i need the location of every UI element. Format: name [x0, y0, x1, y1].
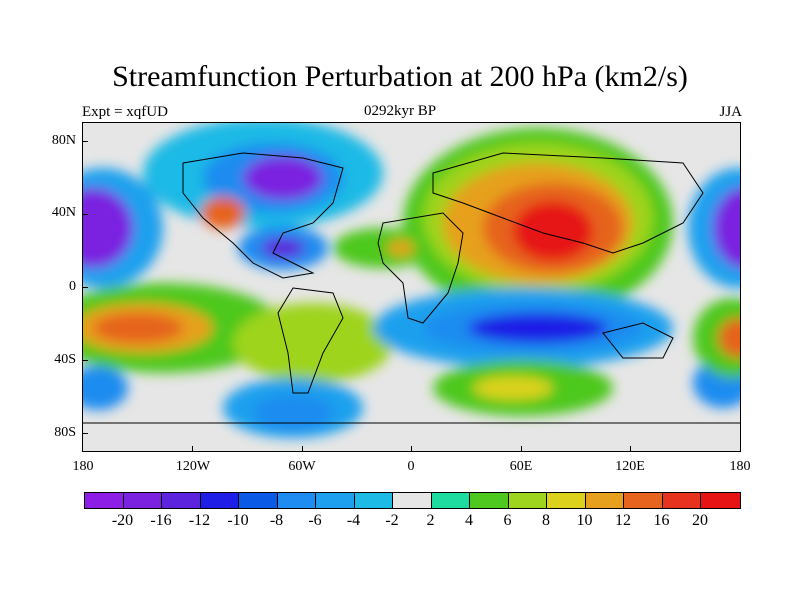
pacific-negative-core: [83, 188, 133, 268]
x-tick: [302, 446, 303, 452]
south-pacific-positive-16: [93, 313, 183, 343]
colorbar-swatch: [316, 493, 355, 508]
colorbar-label: -2: [385, 512, 399, 529]
colorbar-label: -4: [346, 512, 361, 529]
colorbar: [84, 492, 741, 509]
chart-title: Streamfunction Perturbation at 200 hPa (…: [112, 60, 688, 93]
x-label-180w: 180: [72, 459, 94, 474]
atlantic-positive: [333, 228, 433, 268]
colorbar-swatch: [662, 493, 701, 508]
streamfunction-field: [83, 123, 740, 451]
east-pacific-negative-core: [713, 188, 740, 268]
colorbar-label: 6: [503, 512, 512, 529]
colorbar-swatch: [393, 493, 432, 508]
us-positive: [201, 197, 245, 229]
atlantic-positive-core: [387, 240, 415, 256]
colorbar-swatch: [354, 493, 393, 508]
caribbean-negative-core: [261, 238, 305, 258]
experiment-label: Expt = xqfUD: [82, 104, 168, 120]
colorbar-label: -8: [269, 512, 284, 529]
colorbar-label: 10: [576, 512, 593, 529]
colorbar-swatch: [508, 493, 547, 508]
x-tick: [630, 446, 631, 452]
period-label: 0292kyr BP: [363, 103, 437, 119]
coastlines: [83, 152, 740, 424]
indian-ocean-negative-10: [468, 313, 608, 343]
x-label-180e: 180: [729, 459, 751, 474]
x-tick: [192, 446, 193, 452]
y-tick: [82, 360, 88, 361]
y-label-40n: 40N: [51, 205, 76, 220]
south-america-positive: [233, 303, 393, 383]
colorbar-label: 4: [465, 512, 473, 529]
colorbar-label: 20: [692, 512, 708, 529]
y-label-0: 0: [69, 279, 76, 294]
colorbar-swatch: [200, 493, 239, 508]
antarctic-negative-core: [253, 395, 333, 431]
colorbar-swatch: [239, 493, 278, 508]
x-label-120e: 120E: [615, 459, 645, 474]
colorbar-label: 2: [426, 512, 435, 529]
colorbar-swatch: [547, 493, 586, 508]
colorbar-swatch: [624, 493, 663, 508]
y-tick: [82, 214, 88, 215]
y-label-80s: 80S: [54, 425, 76, 440]
eurasia-positive-20: [513, 201, 593, 261]
y-label-80n: 80N: [51, 133, 76, 148]
colorbar-swatch: [277, 493, 316, 508]
colorbar-label: 16: [653, 512, 670, 529]
map-panel: [82, 122, 741, 452]
x-label-60e: 60E: [509, 459, 533, 474]
sw-negative: [83, 366, 128, 410]
y-label-40s: 40S: [54, 352, 76, 367]
colorbar-label: 12: [615, 512, 631, 529]
south-america-coast: [277, 287, 344, 394]
x-tick: [411, 446, 412, 452]
australia-coast: [602, 322, 674, 359]
se-positive: [693, 298, 740, 378]
x-tick: [521, 446, 522, 452]
season-label: JJA: [719, 104, 742, 120]
eurasia-coast: [432, 152, 704, 254]
colorbar-swatch: [123, 493, 162, 508]
colorbar-swatch: [470, 493, 509, 508]
x-label-120w: 120W: [175, 459, 211, 474]
colorbar-label: -6: [308, 512, 322, 529]
colorbar-label: -20: [111, 512, 134, 529]
y-tick: [82, 287, 88, 288]
y-tick: [82, 433, 88, 434]
colorbar-swatch: [162, 493, 201, 508]
na-negative-16: [243, 156, 323, 200]
south-indian-positive-core: [473, 376, 553, 400]
north-america-coast: [182, 152, 344, 279]
colorbar-label: -12: [188, 512, 211, 529]
x-label-60w: 60W: [288, 459, 316, 474]
colorbar-swatch: [431, 493, 470, 508]
colorbar-label: -16: [150, 512, 172, 529]
africa-coast: [377, 212, 464, 324]
colorbar-label: 8: [542, 512, 550, 529]
se-positive-core: [718, 318, 740, 358]
y-tick: [82, 141, 88, 142]
colorbar-label: -10: [227, 512, 249, 529]
colorbar-swatch: [85, 493, 124, 508]
colorbar-swatch: [701, 493, 740, 508]
x-label-0: 0: [407, 459, 415, 474]
colorbar-swatch: [585, 493, 624, 508]
